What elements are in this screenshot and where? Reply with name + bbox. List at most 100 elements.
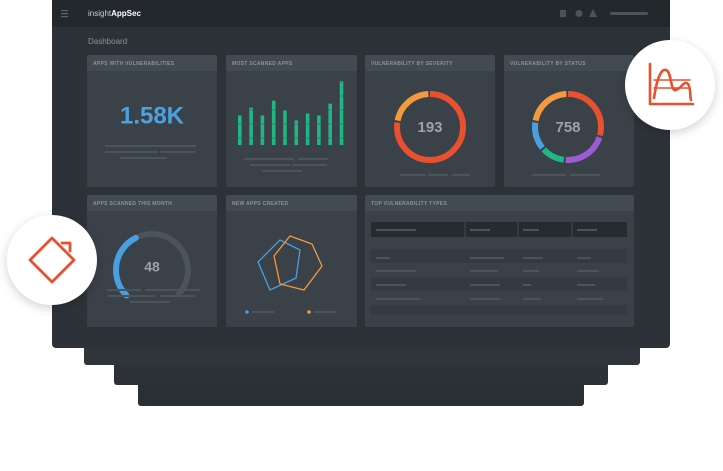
- sync-icon: [28, 236, 76, 284]
- skeleton: [470, 298, 500, 300]
- bar: [249, 107, 253, 145]
- skeleton: [150, 145, 196, 147]
- card-header: [87, 55, 217, 71]
- bar: [328, 103, 332, 145]
- skeleton: [577, 257, 591, 259]
- card: [504, 55, 634, 187]
- donut-segment: [532, 91, 604, 163]
- skeleton: [130, 151, 158, 153]
- top-bar: [52, 0, 670, 27]
- skeleton: [577, 298, 603, 300]
- brand-light: insight: [88, 9, 112, 18]
- icon[interactable]: [560, 10, 566, 17]
- skeleton: [570, 174, 600, 176]
- skeleton: [470, 229, 490, 231]
- card-title: TOP VULNERABILITY TYPES: [371, 201, 447, 207]
- card-title: VULNERABILITY BY SEVERITY: [371, 61, 453, 67]
- icon[interactable]: [575, 10, 583, 17]
- legend-dot: [307, 310, 311, 314]
- bar: [283, 110, 287, 145]
- skeleton: [452, 174, 470, 176]
- skeleton: [244, 158, 294, 160]
- metric-value: 193: [417, 119, 442, 136]
- skeleton: [470, 270, 498, 272]
- skeleton: [250, 164, 290, 166]
- card: [226, 195, 357, 327]
- chart-icon: [648, 62, 695, 106]
- tray: [114, 360, 608, 385]
- bar: [260, 115, 265, 145]
- card-header: [87, 195, 217, 211]
- skeleton: [577, 270, 599, 272]
- brand-bold: AppSec: [111, 9, 141, 18]
- card-header: [365, 55, 495, 71]
- skeleton: [120, 157, 148, 159]
- card-header: [504, 55, 634, 71]
- bar: [238, 115, 242, 145]
- skeleton: [160, 295, 195, 297]
- skeleton: [428, 174, 448, 176]
- skeleton: [298, 158, 328, 160]
- card-header: [226, 195, 357, 211]
- skeleton: [532, 174, 566, 176]
- bar: [305, 113, 310, 145]
- tray: [138, 380, 584, 406]
- skeleton: [145, 289, 200, 291]
- skeleton: [523, 229, 539, 231]
- bar: [271, 100, 276, 145]
- skeleton: [523, 284, 531, 286]
- skeleton: [400, 174, 426, 176]
- user-name[interactable]: [610, 12, 648, 15]
- page-title: Dashboard: [88, 37, 127, 46]
- donut-segment: [532, 91, 604, 163]
- menu-icon[interactable]: [61, 10, 68, 18]
- metric-value: 1.58K: [120, 102, 185, 129]
- badge: [7, 215, 97, 305]
- card-title: APPS SCANNED THIS MONTH: [93, 201, 172, 207]
- skeleton: [292, 164, 327, 166]
- card: [87, 55, 217, 187]
- card-title: APPS WITH VULNERABILITIES: [93, 61, 175, 67]
- legend-dot: [245, 310, 249, 314]
- skeleton: [105, 145, 150, 147]
- skeleton: [252, 311, 274, 313]
- icon[interactable]: [589, 9, 597, 17]
- bar: [317, 115, 321, 145]
- skeleton: [577, 229, 597, 231]
- brand: insightAppSec: [88, 9, 141, 18]
- skeleton: [107, 289, 141, 291]
- card: [365, 55, 495, 187]
- metric-value: 48: [144, 259, 160, 275]
- skeleton: [376, 229, 416, 231]
- skeleton: [376, 298, 420, 300]
- metric-value: 758: [555, 119, 580, 136]
- skeleton: [376, 270, 416, 272]
- skeleton: [523, 298, 541, 300]
- grid: [234, 81, 349, 139]
- card: [226, 55, 357, 187]
- card-header: [226, 55, 357, 71]
- skeleton: [470, 257, 504, 259]
- bar: [339, 81, 344, 145]
- skeleton: [523, 257, 543, 259]
- skeleton: [470, 284, 500, 286]
- skeleton: [105, 151, 135, 153]
- skeleton: [577, 284, 595, 286]
- skeleton: [523, 270, 539, 272]
- card-title: VULNERABILITY BY STATUS: [510, 61, 586, 67]
- skeleton: [262, 170, 302, 172]
- card-title: MOST SCANNED APPS: [232, 61, 293, 67]
- skeleton: [376, 257, 390, 259]
- donut-segment: [394, 91, 466, 163]
- card-title: NEW APPS CREATED: [232, 201, 289, 207]
- skeleton: [160, 151, 195, 153]
- skeleton: [107, 295, 155, 297]
- bar: [294, 120, 299, 145]
- skeleton: [314, 311, 336, 313]
- donut-segment: [532, 91, 604, 163]
- card-header: [365, 195, 634, 211]
- skeleton: [145, 157, 167, 159]
- skeleton: [130, 301, 170, 303]
